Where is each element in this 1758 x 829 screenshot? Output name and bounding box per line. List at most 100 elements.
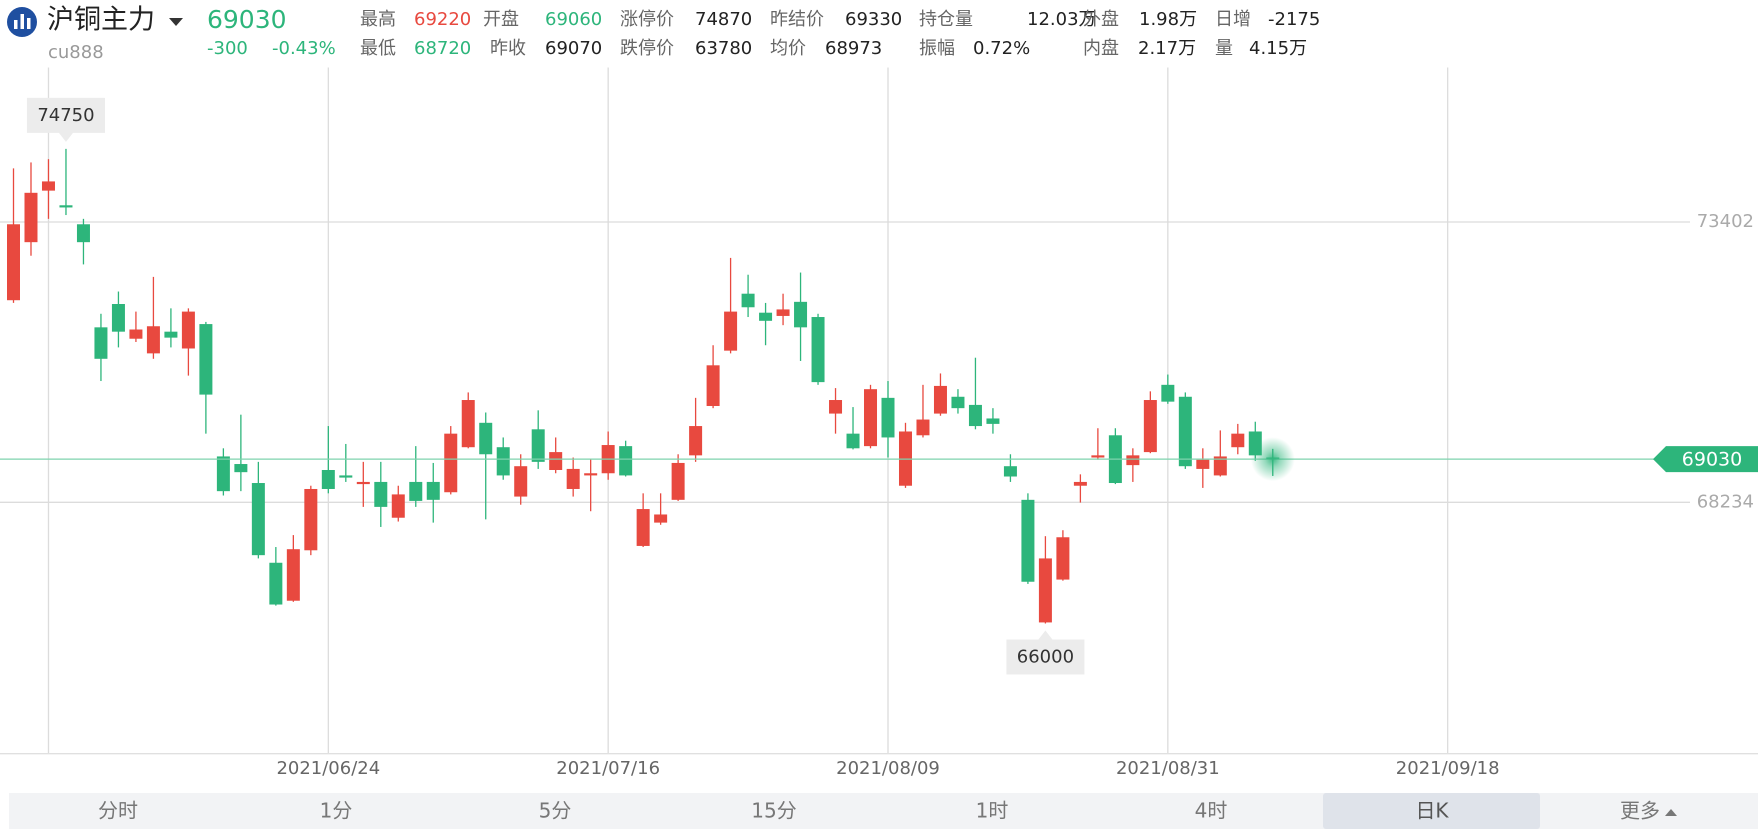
candle-body	[24, 192, 38, 243]
x-tick-label: 2021/08/31	[1116, 758, 1220, 779]
candle-body	[1056, 537, 1070, 580]
candle-body	[1213, 456, 1227, 476]
tab[interactable]: 分时	[98, 799, 138, 823]
candle-body	[216, 456, 230, 492]
tab[interactable]: 15分	[751, 799, 796, 823]
stat-value: 4.15万	[1249, 38, 1307, 59]
candle-body	[374, 481, 388, 507]
candle-body	[1196, 459, 1210, 469]
tab[interactable]: 1时	[976, 799, 1009, 823]
candle-body	[759, 312, 773, 321]
max-label: 74750	[37, 105, 94, 126]
candle-body	[881, 397, 895, 438]
stat-value: 74870	[695, 9, 752, 30]
current-marker	[1250, 437, 1295, 482]
candle-body	[1073, 481, 1087, 486]
tab[interactable]: 更多	[1620, 799, 1660, 823]
candle-body	[1161, 384, 1175, 402]
candle-body	[496, 447, 510, 476]
tab[interactable]: 日K	[1415, 799, 1449, 823]
stat-value: 69060	[545, 9, 602, 30]
candle-body	[689, 426, 703, 456]
candle-body	[199, 324, 213, 395]
candle-body	[829, 400, 843, 414]
candle-body	[1021, 499, 1035, 582]
candle-body	[461, 400, 475, 448]
candle-body	[426, 481, 440, 500]
x-tick-label: 2021/08/09	[836, 758, 940, 779]
candle-body	[111, 304, 125, 332]
candle-body	[339, 475, 353, 478]
candle-body	[321, 469, 335, 489]
candle-body	[933, 385, 947, 414]
x-tick-label: 2021/07/16	[556, 758, 660, 779]
stat-label: 量	[1215, 38, 1233, 59]
min-callout	[1006, 630, 1085, 675]
candle-body	[671, 462, 685, 500]
stat-label: 振幅	[919, 38, 955, 59]
stat-label: 外盘	[1083, 9, 1119, 30]
candle-body	[916, 419, 930, 436]
stat-value: 63780	[695, 38, 752, 59]
stat-value: 69330	[845, 9, 902, 30]
candle-body	[811, 317, 825, 383]
candle-body	[286, 549, 300, 601]
active-tab-bg	[1323, 793, 1540, 829]
y-tick-label: 73402	[1697, 211, 1754, 232]
candle-body	[724, 311, 738, 351]
stat-label: 昨结价	[770, 9, 824, 30]
price-change: -300	[207, 38, 248, 59]
candle-body	[706, 365, 720, 406]
candle-body	[59, 205, 73, 208]
candle-body	[846, 433, 860, 449]
candle-body	[7, 224, 20, 301]
price-tag-label: 69030	[1682, 449, 1742, 471]
candle-body	[619, 446, 633, 476]
stat-value: 68720	[414, 38, 471, 59]
stat-label: 均价	[770, 38, 806, 59]
candle-body	[94, 327, 108, 359]
instrument-name: 沪铜主力	[47, 5, 155, 36]
logo	[7, 7, 37, 37]
tab[interactable]: 5分	[539, 799, 572, 823]
price-change-pct: -0.43%	[272, 38, 336, 59]
stat-label: 涨停价	[620, 9, 674, 30]
candle-body	[1178, 396, 1192, 467]
candle-body	[1038, 558, 1052, 623]
candle-body	[1231, 433, 1245, 448]
min-label: 66000	[1017, 647, 1074, 668]
candle-body	[636, 509, 650, 546]
more-arrow	[1665, 809, 1677, 816]
candle-body	[146, 326, 160, 354]
candle-body	[549, 452, 563, 470]
candle-body	[1003, 466, 1017, 477]
stat-value: 0.72%	[973, 38, 1030, 59]
candle-body	[794, 301, 808, 328]
candle-body	[968, 404, 982, 427]
candle-body	[986, 418, 1000, 424]
x-tick-label: 2021/06/24	[276, 758, 380, 779]
y-tick-label: 68234	[1697, 491, 1754, 512]
tab[interactable]: 4时	[1195, 799, 1228, 823]
stat-label: 日增	[1215, 9, 1251, 30]
instrument-code: cu888	[48, 42, 104, 63]
tab[interactable]: 1分	[320, 799, 353, 823]
candle-body	[531, 429, 545, 462]
candle-body	[776, 309, 790, 316]
last-price: 69030	[207, 5, 287, 34]
candle-body	[864, 389, 878, 447]
stat-value: 2.17万	[1138, 38, 1196, 59]
dropdown-arrow[interactable]	[169, 18, 183, 26]
candle-body	[76, 224, 90, 243]
stat-label: 跌停价	[620, 38, 674, 59]
max-callout	[26, 97, 105, 142]
stat-value: 69220	[414, 9, 471, 30]
candle-body	[41, 181, 55, 191]
candle-body	[391, 494, 405, 518]
stat-label: 最高	[360, 9, 396, 30]
stat-value: -2175	[1268, 9, 1320, 30]
stat-value: 1.98万	[1139, 9, 1197, 30]
candle-body	[444, 433, 458, 493]
stat-value: 12.03万	[1027, 9, 1097, 30]
